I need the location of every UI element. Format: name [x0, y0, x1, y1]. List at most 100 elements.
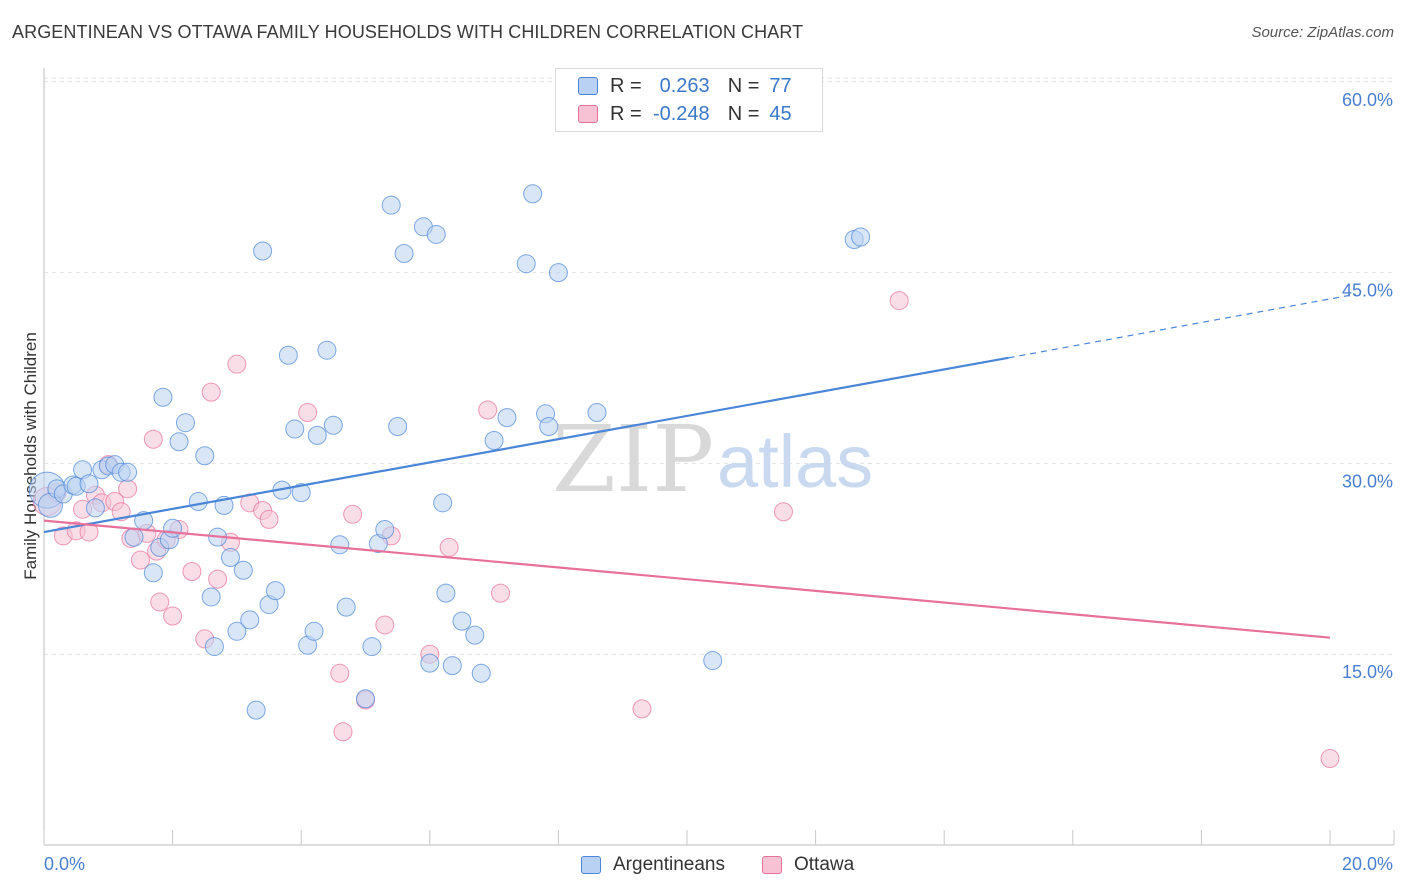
ottawa-point — [889, 291, 909, 311]
argentineans-point — [465, 625, 485, 645]
legend-n-label: N = — [727, 74, 760, 97]
argentineans-point — [143, 563, 163, 583]
argentineans-point — [169, 432, 189, 452]
argentineans-point — [163, 518, 183, 538]
argentineans-point — [195, 446, 215, 466]
ottawa-point — [632, 699, 652, 719]
bottom-legend-swatch-pink — [762, 856, 782, 874]
argentineans-point — [278, 345, 298, 365]
watermark-zip: ZIP — [552, 406, 714, 513]
argentineans-point — [291, 483, 311, 503]
ottawa-point — [208, 569, 228, 589]
ottawa-point — [298, 403, 318, 423]
argentineans-point — [452, 611, 472, 631]
argentineans-point — [317, 340, 337, 360]
argentineans-point — [336, 597, 356, 617]
ottawa-point — [143, 429, 163, 449]
x-tick-labels: 0.0% 20.0% — [44, 854, 1393, 874]
argentineans-point — [433, 493, 453, 513]
argentineans-point — [388, 417, 408, 437]
argentineans-point — [362, 637, 382, 657]
legend-swatch-blue — [578, 77, 598, 95]
argentineans-point — [587, 403, 607, 423]
argentineans-point — [240, 610, 260, 630]
argentineans-point — [227, 621, 247, 641]
argentineans-point — [523, 184, 543, 204]
argentineans-point — [703, 651, 723, 671]
ottawa-point — [330, 663, 350, 683]
argentineans-point — [420, 653, 440, 673]
argentineans-point — [539, 417, 559, 437]
legend-r-value: -0.248 — [652, 102, 710, 125]
argentineans-point — [253, 241, 273, 261]
x-ticks — [43, 830, 1395, 845]
bottom-legend-swatch-blue — [581, 856, 601, 874]
legend-row-argentineans: R = 0.263 N = 77 — [578, 73, 792, 99]
argentineans-point — [118, 462, 138, 482]
ottawa-trend-line — [43, 519, 1331, 639]
argentineans-point — [153, 387, 173, 407]
legend-n-value: 45 — [769, 102, 792, 125]
argentineans-trend-line — [43, 356, 1009, 534]
argentineans-point — [307, 425, 327, 445]
x-tick-label: 0.0% — [44, 854, 85, 874]
ottawa-point — [259, 509, 279, 529]
ottawa-point — [491, 583, 511, 603]
ottawa-point — [150, 592, 170, 612]
argentineans-point — [246, 700, 266, 720]
chart-title: ARGENTINEAN VS OTTAWA FAMILY HOUSEHOLDS … — [12, 22, 804, 42]
argentineans-point — [471, 663, 491, 683]
argentineans-point — [124, 527, 144, 547]
y-tick-label: 30.0% — [1342, 471, 1393, 491]
argentineans-point — [323, 415, 343, 435]
ottawa-point — [478, 400, 498, 420]
argentineans-trend-extension — [1008, 293, 1356, 359]
ottawa-point — [773, 502, 793, 522]
ottawa-point — [130, 550, 150, 570]
y-tick-labels: 15.0% 30.0% 45.0% 60.0% — [1342, 90, 1393, 682]
ottawa-point — [182, 562, 202, 582]
legend-n-label: N = — [727, 102, 760, 125]
y-tick-label: 15.0% — [1342, 662, 1393, 682]
argentineans-point — [436, 583, 456, 603]
argentineans-point — [356, 689, 375, 709]
source-label: Source: ZipAtlas.com — [1251, 24, 1394, 41]
trend-lines — [43, 293, 1356, 639]
y-tick-label: 60.0% — [1342, 90, 1393, 110]
bottom-legend-label: Argentineans — [613, 854, 725, 875]
legend-n-value: 77 — [769, 74, 792, 97]
argentineans-point — [330, 535, 350, 555]
argentineans-point — [394, 244, 414, 264]
ottawa-point — [118, 479, 138, 499]
argentineans-point — [79, 474, 99, 494]
ottawa-point — [333, 722, 353, 742]
argentineans-point — [851, 227, 871, 247]
argentineans-point — [204, 637, 224, 657]
argentineans-point — [233, 560, 253, 580]
ottawa-points — [32, 291, 1340, 769]
argentineans-point — [375, 520, 395, 540]
argentineans-point — [304, 621, 324, 641]
argentineans-point — [548, 263, 568, 283]
axes — [43, 68, 1394, 846]
legend-r-value: 0.263 — [659, 74, 710, 97]
legend-row-ottawa: R = -0.248 N = 45 — [578, 101, 792, 127]
x-tick-label: 20.0% — [1342, 854, 1393, 874]
argentineans-point — [265, 581, 285, 601]
bottom-legend-argentineans: Argentineans — [581, 852, 725, 878]
legend-swatch-pink — [578, 105, 598, 123]
argentineans-point — [201, 587, 221, 607]
ottawa-point — [375, 615, 395, 635]
ottawa-point — [1320, 749, 1340, 769]
bottom-legend-ottawa: Ottawa — [762, 852, 854, 878]
correlation-legend: R = 0.263 N = 77 R = -0.248 N = 45 — [555, 68, 823, 132]
argentineans-point — [188, 492, 208, 512]
argentineans-point — [285, 419, 305, 439]
argentineans-point — [381, 195, 401, 215]
argentineans-point — [426, 224, 446, 244]
argentineans-point — [442, 656, 462, 676]
y-tick-label: 45.0% — [1342, 281, 1393, 301]
bottom-legend-label: Ottawa — [794, 854, 855, 875]
ottawa-point — [163, 606, 183, 626]
argentineans-point — [484, 431, 504, 451]
